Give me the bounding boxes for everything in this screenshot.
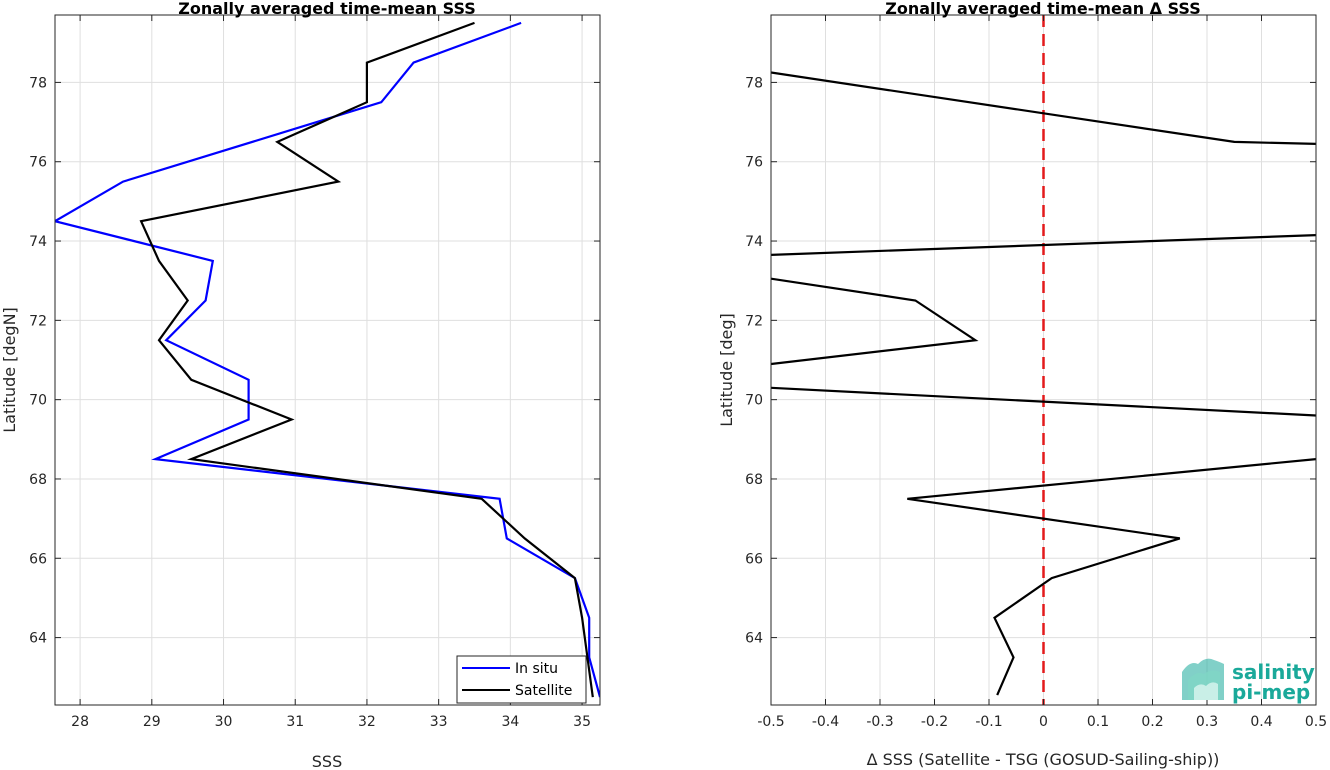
right-x-tick-label: -0.1 bbox=[975, 714, 1002, 730]
left-y-tick-label: 76 bbox=[29, 155, 47, 171]
legend-box bbox=[456, 655, 587, 704]
right-y-tick-label: 78 bbox=[745, 75, 763, 91]
right-x-axis-label: Δ SSS (Satellite - TSG (GOSUD-Sailing-sh… bbox=[867, 750, 1220, 769]
right-ticks: -0.5 -0.4 -0.3 -0.2 -0.1 0 0.1 0.2 0.3 0.4 0.5 64 66… bbox=[745, 15, 1327, 730]
right-y-tick-label: 68 bbox=[745, 472, 763, 488]
right-y-tick-label: 74 bbox=[745, 234, 763, 250]
left-y-axis-label: Latitude [degN] bbox=[0, 307, 19, 433]
logo-wave-icon bbox=[1182, 658, 1224, 700]
left-y-tick-label: 78 bbox=[29, 75, 47, 91]
left-y-tick-label: 72 bbox=[29, 313, 47, 329]
left-plot-area bbox=[55, 15, 600, 705]
left-x-tick-label: 33 bbox=[430, 714, 448, 730]
left-x-tick-label: 31 bbox=[286, 714, 304, 730]
legend: In situ Satellite bbox=[456, 655, 587, 704]
left-x-tick-label: 35 bbox=[573, 714, 591, 730]
left-x-tick-label: 29 bbox=[143, 714, 161, 730]
right-series bbox=[771, 15, 1316, 705]
right-series-line-0 bbox=[771, 71, 1316, 145]
right-chart: -0.5 -0.4 -0.3 -0.2 -0.1 0 0.1 0.2 0.3 0.4 0.5 64 66… bbox=[717, 0, 1327, 769]
right-y-tick-label: 72 bbox=[745, 313, 763, 329]
right-series-line-4 bbox=[907, 458, 1316, 696]
right-x-tick-label: 0.3 bbox=[1196, 714, 1218, 730]
right-x-tick-label: 0.1 bbox=[1087, 714, 1109, 730]
left-x-axis-label: SSS bbox=[312, 752, 342, 770]
left-x-tick-label: 28 bbox=[71, 714, 89, 730]
left-y-tick-label: 66 bbox=[29, 551, 47, 567]
right-series-line-2 bbox=[771, 277, 979, 366]
legend-label-satellite: Satellite bbox=[515, 683, 572, 699]
right-chart-title: Zonally averaged time-mean Δ SSS bbox=[885, 0, 1201, 18]
right-x-tick-label: 0.2 bbox=[1141, 714, 1163, 730]
left-ticks: 28 29 30 31 32 33 34 35 64 66 68 70 72 74 76 78 bbox=[29, 15, 600, 730]
right-y-tick-label: 66 bbox=[745, 551, 763, 567]
left-y-tick-label: 74 bbox=[29, 234, 47, 250]
right-series-line-3 bbox=[771, 386, 1316, 417]
right-x-tick-label: 0.5 bbox=[1305, 714, 1327, 730]
right-x-tick-label: -0.4 bbox=[812, 714, 839, 730]
right-x-tick-label: -0.3 bbox=[866, 714, 893, 730]
left-x-tick-label: 30 bbox=[215, 714, 233, 730]
right-x-tick-label: -0.5 bbox=[757, 714, 784, 730]
left-y-tick-label: 70 bbox=[29, 393, 47, 409]
right-y-tick-label: 64 bbox=[745, 631, 763, 647]
logo-text-pi-mep: pi-mep bbox=[1232, 680, 1310, 704]
left-chart-title: Zonally averaged time-mean SSS bbox=[178, 0, 476, 18]
legend-label-in-situ: In situ bbox=[515, 661, 558, 677]
right-y-tick-label: 70 bbox=[745, 393, 763, 409]
right-x-tick-label: -0.2 bbox=[921, 714, 948, 730]
left-y-tick-label: 64 bbox=[29, 631, 47, 647]
series-line-satellite bbox=[139, 21, 594, 698]
right-x-tick-label: 0 bbox=[1039, 714, 1048, 730]
right-y-tick-label: 76 bbox=[745, 155, 763, 171]
series-line-in-situ bbox=[55, 21, 600, 698]
right-x-tick-label: 0.4 bbox=[1250, 714, 1272, 730]
salinity-pi-mep-logo: salinity pi-mep bbox=[1182, 658, 1315, 704]
left-y-tick-label: 68 bbox=[29, 472, 47, 488]
left-series bbox=[55, 21, 600, 698]
left-x-tick-label: 32 bbox=[358, 714, 376, 730]
right-y-axis-label: Latitude [deg] bbox=[717, 313, 736, 427]
left-chart: 28 29 30 31 32 33 34 35 64 66 68 70 72 74 76 78 Zonally… bbox=[0, 0, 601, 770]
right-series-line-1 bbox=[771, 234, 1316, 256]
left-x-tick-label: 34 bbox=[501, 714, 519, 730]
logo-text-salinity: salinity bbox=[1232, 660, 1315, 684]
left-axes-box bbox=[54, 14, 601, 706]
